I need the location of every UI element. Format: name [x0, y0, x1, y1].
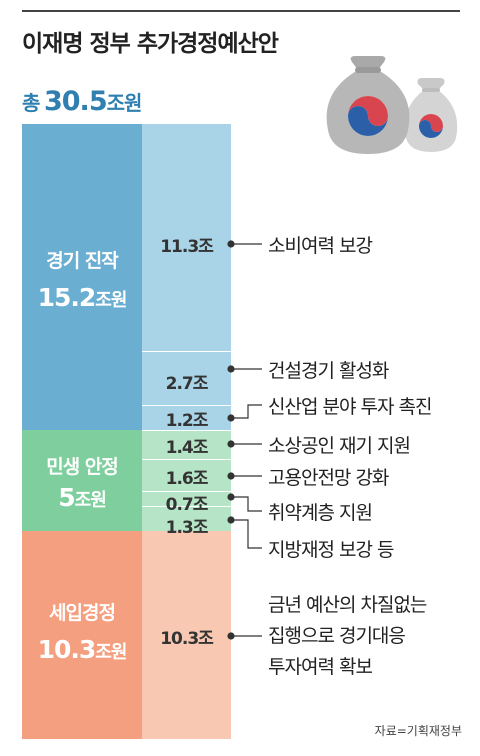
group-livelihood-block [22, 430, 142, 531]
total-value: 30.5 [43, 86, 108, 117]
group-label-economy: 경기 진작 15.2조원 [22, 246, 142, 312]
segment-value-label: 0.7조 [165, 495, 209, 515]
item-label-line: 집행으로 경기대응 [268, 625, 406, 647]
item-label: 취약계층 지원 [268, 502, 373, 524]
segment-vulnerable [142, 492, 231, 506]
item-label-multiline: 금년 예산의 차질없는 집행으로 경기대응 투자여력 확보 [268, 590, 427, 683]
large-money-bag [326, 56, 410, 154]
leader-line [227, 632, 262, 640]
item-label: 지방재정 보강 등 [268, 539, 394, 561]
chart-title: 이재명 정부 추가경정예산안 [22, 31, 279, 57]
item-label-line: 투자여력 확보 [268, 656, 373, 678]
leader-line [227, 472, 262, 480]
item-label: 건설경기 활성화 [268, 360, 389, 382]
segment-local-finance [142, 507, 231, 531]
top-rule [22, 10, 460, 12]
group-value: 15.2조원 [37, 283, 128, 312]
group-value: 10.3조원 [37, 635, 128, 664]
small-money-bag [404, 78, 458, 152]
group-name: 세입경정 [49, 602, 116, 624]
group-economy-block [22, 124, 142, 430]
group-value: 5조원 [58, 483, 107, 512]
total-label: 총 [22, 91, 40, 115]
segment-employment [142, 460, 231, 491]
group-revenue-block [22, 531, 142, 739]
leader-line [227, 404, 262, 422]
segment-value-label: 2.7조 [165, 374, 209, 394]
segment-value-label: 10.3조 [160, 629, 214, 649]
segment-value-label: 11.3조 [160, 237, 214, 257]
segment-value-label: 1.4조 [165, 438, 209, 458]
total-unit: 조원 [106, 91, 143, 115]
segment-new-industry [142, 406, 231, 430]
segment-small-business [142, 431, 231, 459]
leader-line [227, 516, 262, 549]
total-amount: 총 30.5조원 [22, 86, 143, 117]
source-note: 자료=기획재정부 [374, 724, 462, 738]
segment-consumption [142, 124, 231, 351]
item-label: 소상공인 재기 지원 [268, 435, 411, 457]
leader-line [227, 365, 262, 373]
leader-line [227, 493, 262, 512]
money-bag-icon [326, 56, 458, 154]
leader-line [227, 440, 262, 448]
group-label-revenue: 세입경정 10.3조원 [22, 598, 142, 664]
leader-line [227, 240, 262, 248]
item-label: 신산업 분야 투자 촉진 [268, 396, 432, 418]
segment-revenue [142, 531, 231, 739]
item-label: 고용안전망 강화 [268, 467, 389, 489]
segment-value-label: 1.3조 [165, 518, 209, 538]
group-name: 민생 안정 [46, 456, 119, 478]
group-label-livelihood: 민생 안정 5조원 [22, 452, 142, 512]
item-label: 소비여력 보강 [268, 235, 373, 257]
segment-construction [142, 352, 231, 405]
group-name: 경기 진작 [46, 250, 119, 272]
item-label-line: 금년 예산의 차질없는 [268, 594, 427, 616]
segment-value-label: 1.6조 [165, 469, 209, 489]
segment-value-label: 1.2조 [165, 411, 209, 431]
